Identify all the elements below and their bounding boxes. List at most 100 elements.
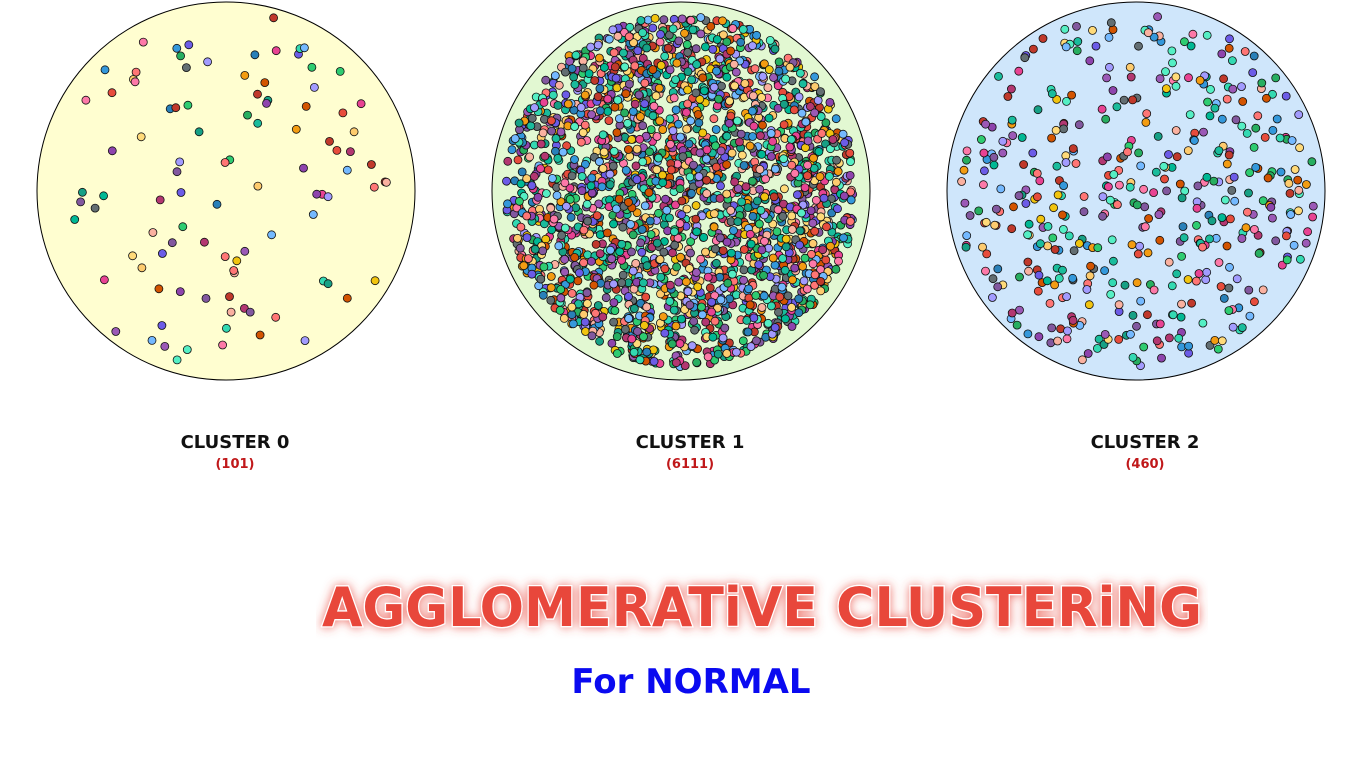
cluster-2-point [1134,148,1144,158]
cluster-2-point [1187,298,1197,308]
cluster-0-point [245,307,255,317]
cluster-1-point [686,116,696,126]
cluster-1-point [645,216,655,226]
cluster-1-point [692,227,702,237]
cluster-1-point [560,267,570,277]
cluster-1-point [567,302,577,312]
cluster-1-point [748,91,758,101]
cluster-1-point [665,280,675,290]
cluster-1-point [816,286,826,296]
cluster-1-point [611,73,621,83]
cluster-1-point [810,108,820,118]
cluster-1-point [527,113,537,123]
cluster-1-point [810,82,820,91]
cluster-1-point [605,169,615,179]
cluster-1-point [839,233,848,243]
cluster-2-point [1074,239,1084,248]
cluster-2-point [1014,66,1024,76]
cluster-2-point [1059,124,1068,134]
cluster-1-point [571,50,581,60]
cluster-1-point [595,106,605,116]
cluster-2-point [1038,34,1048,43]
cluster-1-point [708,44,718,54]
cluster-1-point [763,318,773,328]
cluster-1-point [612,349,622,358]
cluster-2-point [1286,210,1296,219]
cluster-1-point [779,154,789,164]
cluster-2-point [1047,323,1057,333]
cluster-1-point [539,98,549,107]
cluster-2-point [1220,195,1230,205]
cluster-2-point [1059,181,1068,191]
cluster-1-point [693,282,703,292]
cluster-2-point [1028,148,1038,158]
cluster-0-point [194,127,204,137]
cluster-0-point [138,37,148,47]
cluster-2-point [1202,172,1212,182]
cluster-1-point [717,81,726,91]
cluster-1-point [703,352,713,362]
cluster-1-point [831,114,841,124]
cluster-1-point [624,292,633,301]
cluster-1-point [668,126,678,136]
cluster-1-point [656,61,666,70]
cluster-0-point [176,51,186,61]
cluster-1-point [625,22,635,32]
cluster-2-point [1301,238,1311,248]
cluster-0-point [220,252,230,262]
cluster-0-point [271,46,281,56]
cluster-2-point [1224,43,1234,53]
cluster-1-point [634,90,644,100]
cluster-2-point [1098,211,1108,221]
cluster-1-point [548,173,557,183]
cluster-1-point [723,278,733,288]
cluster-2-point [993,264,1003,274]
cluster-0-point [240,246,250,256]
cluster-2-point [1069,246,1079,256]
cluster-1-point [669,305,679,315]
cluster-1-point [575,268,584,278]
cluster-1-point [794,92,804,102]
cluster-1-point [632,175,642,185]
cluster-0-point [90,203,100,213]
cluster-2-point [1249,297,1259,307]
cluster-2-point [1188,29,1198,39]
cluster-1-point [684,139,694,149]
cluster-0-point [201,293,211,303]
cluster-1-point [651,91,661,101]
cluster-1-point [635,355,645,365]
cluster-2-point [1102,152,1112,162]
cluster-1-point [790,168,800,178]
cluster-2-point [1048,233,1058,243]
cluster-1-point [646,125,656,135]
cluster-1-point [749,121,759,131]
cluster-1-point [538,128,548,138]
cluster-2-point [1029,44,1038,54]
cluster-1-point [831,264,841,274]
cluster-1-point [546,283,556,293]
cluster-1-point [561,67,570,77]
cluster-1-point [840,138,850,148]
cluster-1-point [821,255,831,265]
cluster-1-point [681,108,691,117]
cluster-2-point [1077,355,1087,365]
cluster-2-point [1072,46,1082,56]
cluster-2-point [1023,230,1032,240]
cluster-1-point [730,177,740,187]
cluster-1-point [709,114,719,124]
cluster-1-point [816,112,826,121]
cluster-0-point [253,118,263,128]
cluster-2-point [1192,203,1202,213]
cluster-1-point [759,59,769,69]
cluster-1-point [789,105,799,115]
cluster-1-point [633,46,643,56]
cluster-2-point [957,177,967,186]
cluster-1-point [758,120,767,130]
cluster-1-point [590,76,600,85]
cluster-2-point [1140,202,1150,212]
cluster-1-point [768,253,778,263]
cluster-1-point [733,217,743,227]
cluster-1-point [609,146,619,156]
cluster-1-point [635,112,645,121]
cluster-1-point [744,284,754,294]
